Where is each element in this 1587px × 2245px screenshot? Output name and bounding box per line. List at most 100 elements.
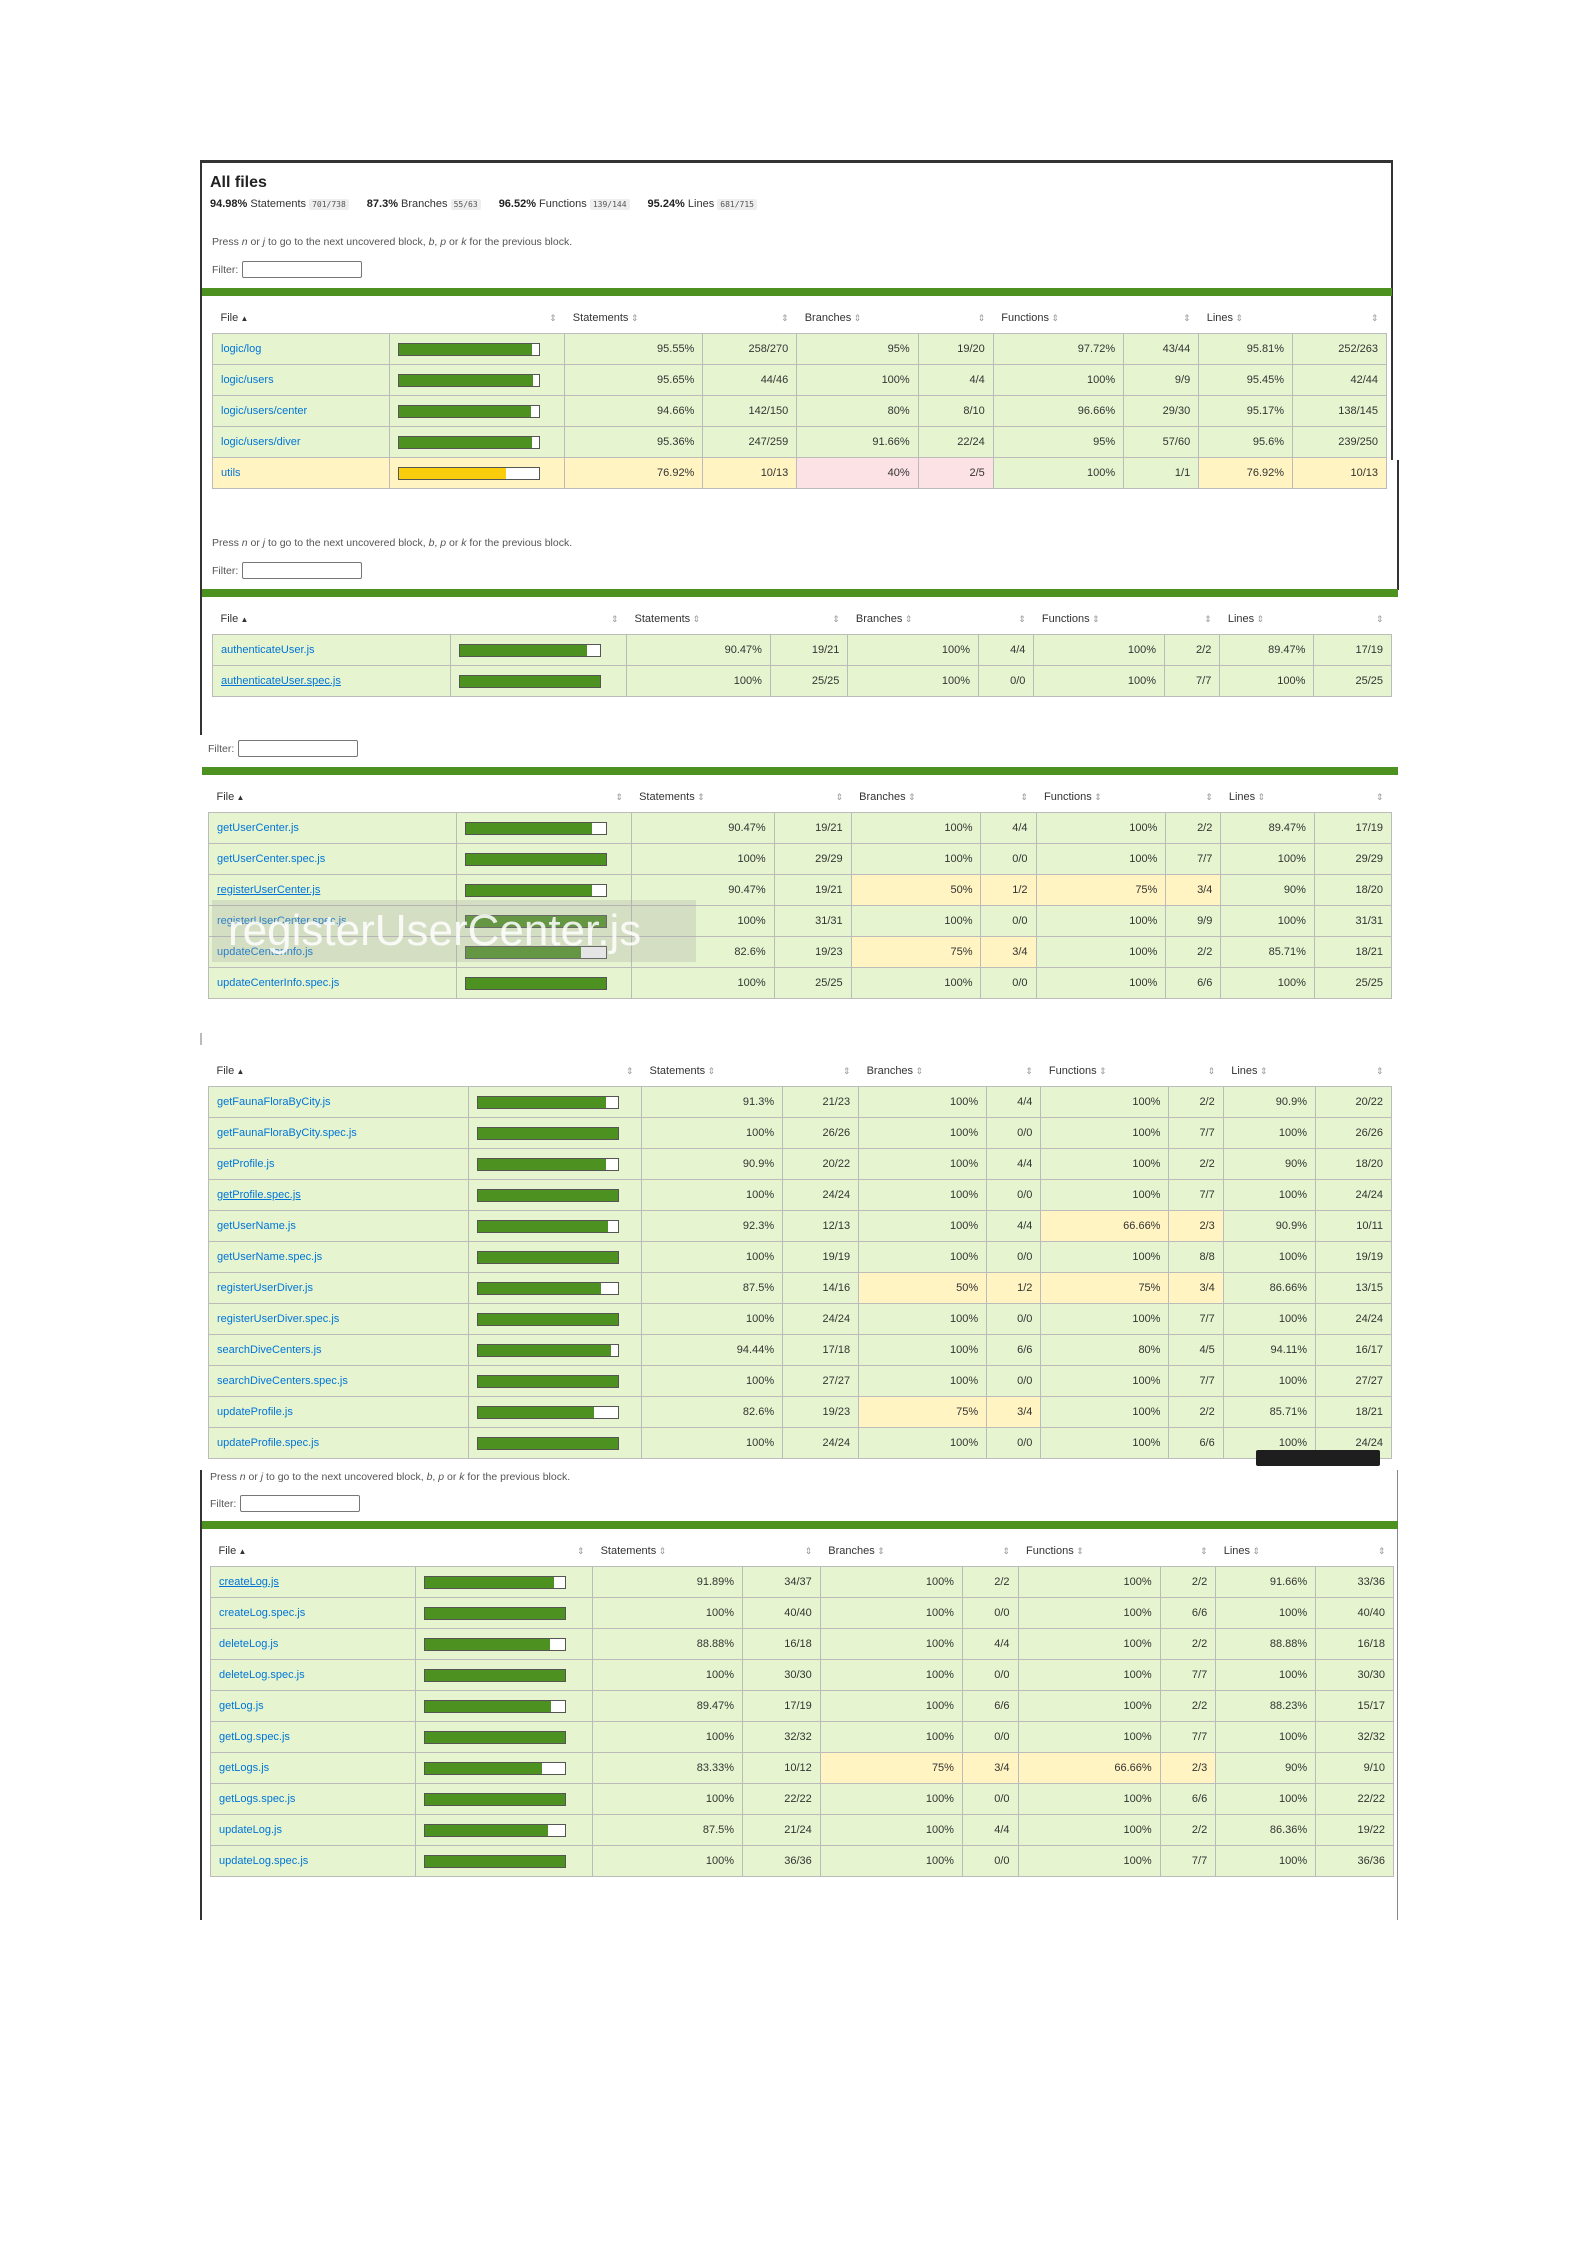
column-header-file[interactable]: File ▲	[211, 1536, 416, 1567]
column-header-statements[interactable]: Statements ⇕	[627, 604, 771, 635]
column-header-branches[interactable]: Branches ⇕	[859, 1056, 987, 1087]
column-header-statements-abs[interactable]: ⇕	[774, 782, 851, 813]
column-header-branches-abs[interactable]: ⇕	[918, 303, 993, 334]
filter-input[interactable]	[242, 261, 363, 278]
functions-fraction: 29/30	[1123, 395, 1200, 427]
column-header-functions[interactable]: Functions ⇕	[1018, 1536, 1160, 1567]
file-link[interactable]: utils	[221, 467, 241, 479]
file-link[interactable]: registerUserCenter.js	[217, 884, 321, 896]
column-header-statements[interactable]: Statements ⇕	[565, 303, 703, 334]
branches-pct: 100%	[819, 1845, 963, 1877]
column-header-statements-abs[interactable]: ⇕	[770, 604, 847, 635]
column-header-lines-abs[interactable]: ⇕	[1293, 303, 1387, 334]
column-header-branches-abs[interactable]: ⇕	[962, 1536, 1018, 1567]
file-link[interactable]: getUserName.spec.js	[217, 1251, 323, 1263]
column-header-functions-abs[interactable]: ⇕	[1169, 1056, 1223, 1087]
column-header-bar[interactable]: ⇕	[456, 782, 631, 813]
file-link[interactable]: getLog.spec.js	[219, 1731, 290, 1743]
file-link[interactable]: getFaunaFloraByCity.js	[217, 1096, 331, 1108]
file-link[interactable]: authenticateUser.spec.js	[221, 675, 341, 687]
file-link[interactable]: getProfile.spec.js	[217, 1189, 301, 1201]
file-link[interactable]: updateProfile.spec.js	[217, 1437, 320, 1449]
file-link[interactable]: registerUserDiver.js	[217, 1282, 313, 1294]
file-link[interactable]: logic/users/diver	[221, 436, 301, 448]
column-header-branches-abs[interactable]: ⇕	[979, 604, 1034, 635]
column-header-lines[interactable]: Lines ⇕	[1223, 1056, 1315, 1087]
column-header-statements-abs[interactable]: ⇕	[743, 1536, 821, 1567]
column-header-functions-abs[interactable]: ⇕	[1160, 1536, 1216, 1567]
column-header-lines[interactable]: Lines ⇕	[1221, 782, 1315, 813]
file-link[interactable]: logic/users/center	[221, 405, 308, 417]
column-header-statements[interactable]: Statements ⇕	[593, 1536, 743, 1567]
file-link[interactable]: searchDiveCenters.spec.js	[217, 1375, 348, 1387]
file-link[interactable]: updateLog.js	[219, 1824, 282, 1836]
file-link[interactable]: registerUserDiver.spec.js	[217, 1313, 340, 1325]
file-link[interactable]: deleteLog.js	[219, 1638, 279, 1650]
file-cell: searchDiveCenters.js	[207, 1334, 470, 1366]
column-header-branches-abs[interactable]: ⇕	[987, 1056, 1041, 1087]
branches-fraction: 0/0	[980, 905, 1037, 937]
file-link[interactable]: getUserCenter.spec.js	[217, 853, 326, 865]
file-link[interactable]: getUserCenter.js	[217, 822, 299, 834]
file-link[interactable]: getUserName.js	[217, 1220, 296, 1232]
file-link[interactable]: logic/log	[221, 343, 262, 355]
column-header-statements-abs[interactable]: ⇕	[783, 1056, 859, 1087]
file-link[interactable]: getLogs.spec.js	[219, 1793, 296, 1805]
file-link[interactable]: searchDiveCenters.js	[217, 1344, 322, 1356]
file-link[interactable]: getFaunaFloraByCity.spec.js	[217, 1127, 357, 1139]
column-header-bar[interactable]: ⇕	[416, 1536, 593, 1567]
column-header-file[interactable]: File ▲	[213, 303, 390, 334]
column-header-lines-abs[interactable]: ⇕	[1314, 604, 1392, 635]
column-header-lines[interactable]: Lines ⇕	[1220, 604, 1314, 635]
column-header-lines-abs[interactable]: ⇕	[1314, 782, 1391, 813]
file-link[interactable]: authenticateUser.js	[221, 644, 315, 656]
column-header-lines[interactable]: Lines ⇕	[1199, 303, 1293, 334]
column-header-branches[interactable]: Branches ⇕	[797, 303, 918, 334]
coverage-bar-cell	[468, 1241, 643, 1273]
column-header-lines-abs[interactable]: ⇕	[1315, 1056, 1391, 1087]
summary-item: 95.24% Lines 681/715	[648, 198, 757, 210]
column-header-statements-abs[interactable]: ⇕	[703, 303, 797, 334]
column-header-file[interactable]: File ▲	[213, 604, 451, 635]
file-link[interactable]: getLogs.js	[219, 1762, 270, 1774]
hint-text: or	[446, 236, 462, 248]
file-link[interactable]: createLog.spec.js	[219, 1607, 306, 1619]
file-link[interactable]: logic/users	[221, 374, 274, 386]
file-link[interactable]: getProfile.js	[217, 1158, 275, 1170]
column-header-lines-abs[interactable]: ⇕	[1316, 1536, 1394, 1567]
file-link[interactable]: createLog.js	[219, 1576, 279, 1588]
column-header-bar[interactable]: ⇕	[389, 303, 565, 334]
column-header-functions[interactable]: Functions ⇕	[1034, 604, 1165, 635]
file-link[interactable]: deleteLog.spec.js	[219, 1669, 305, 1681]
functions-pct: 75%	[1040, 1272, 1170, 1304]
file-link[interactable]: updateCenterInfo.js	[217, 946, 314, 958]
file-link[interactable]: updateProfile.js	[217, 1406, 293, 1418]
column-header-bar[interactable]: ⇕	[451, 604, 627, 635]
column-header-branches-abs[interactable]: ⇕	[981, 782, 1036, 813]
summary-label: Branches	[398, 198, 451, 210]
column-header-functions[interactable]: Functions ⇕	[993, 303, 1123, 334]
coverage-bar-fill	[425, 1576, 555, 1588]
filter-input[interactable]	[238, 740, 359, 757]
column-header-functions-abs[interactable]: ⇕	[1165, 604, 1220, 635]
column-header-branches[interactable]: Branches ⇕	[848, 604, 979, 635]
column-header-statements[interactable]: Statements ⇕	[631, 782, 774, 813]
column-header-functions-abs[interactable]: ⇕	[1124, 303, 1199, 334]
column-header-functions-abs[interactable]: ⇕	[1166, 782, 1221, 813]
column-header-functions[interactable]: Functions ⇕	[1036, 782, 1166, 813]
column-header-lines[interactable]: Lines ⇕	[1216, 1536, 1316, 1567]
file-link[interactable]: updateLog.spec.js	[219, 1855, 309, 1867]
file-link[interactable]: updateCenterInfo.spec.js	[217, 977, 340, 989]
column-header-file[interactable]: File ▲	[209, 1056, 469, 1087]
column-header-functions[interactable]: Functions ⇕	[1041, 1056, 1169, 1087]
column-header-statements[interactable]: Statements ⇕	[642, 1056, 783, 1087]
column-header-branches[interactable]: Branches ⇕	[820, 1536, 962, 1567]
column-header-branches[interactable]: Branches ⇕	[851, 782, 981, 813]
filter-input[interactable]	[242, 562, 363, 579]
file-link[interactable]: registerUserCenter.spec.js	[217, 915, 347, 927]
column-header-bar[interactable]: ⇕	[469, 1056, 642, 1087]
sort-icon: ⇕	[804, 1545, 813, 1556]
column-header-file[interactable]: File ▲	[209, 782, 457, 813]
file-link[interactable]: getLog.js	[219, 1700, 264, 1712]
filter-input[interactable]	[240, 1495, 361, 1512]
